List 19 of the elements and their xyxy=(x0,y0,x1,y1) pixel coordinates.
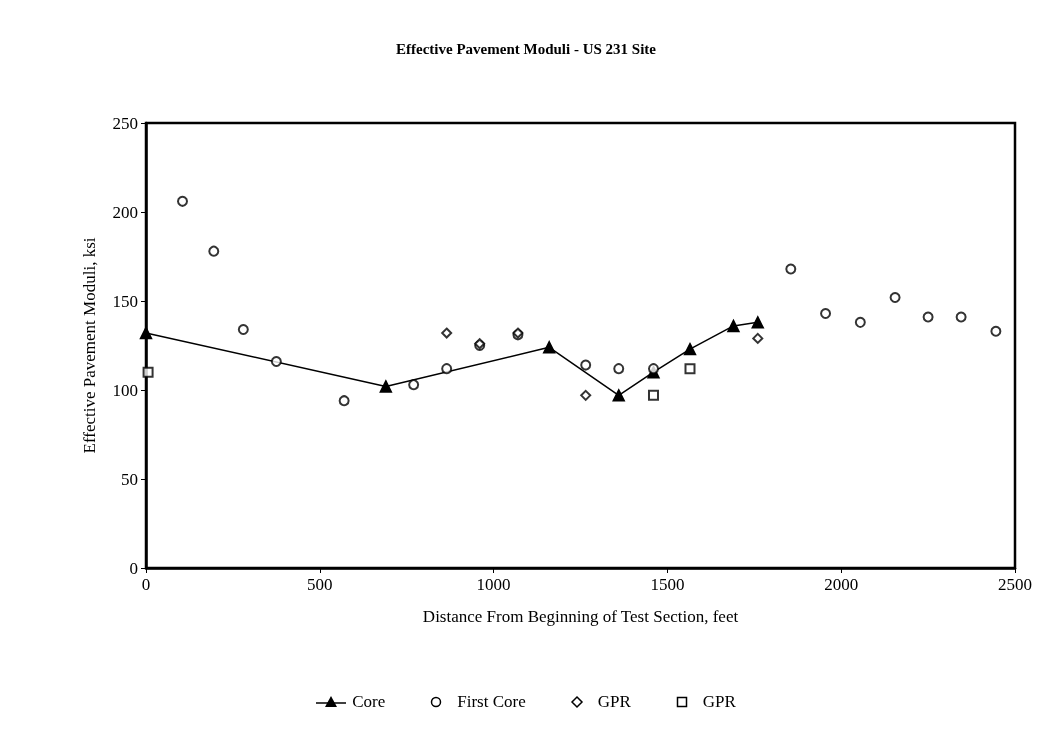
y-axis-title: Effective Pavement Moduli, ksi xyxy=(80,237,99,454)
y-tick-label: 200 xyxy=(112,202,138,222)
x-tick-label: 1000 xyxy=(476,575,511,594)
x-tick-label: 2500 xyxy=(998,575,1032,594)
chart-title: Effective Pavement Moduli - US 231 Site xyxy=(396,40,657,57)
legend-label: Core xyxy=(352,692,386,712)
y-tick-label: 50 xyxy=(121,469,138,489)
legend-label: GPR xyxy=(702,692,736,712)
legend-label: First Core xyxy=(457,692,526,712)
x-tick-label: 0 xyxy=(141,575,151,594)
legend-label: GPR xyxy=(597,692,631,712)
x-tick-label: 2000 xyxy=(824,575,859,594)
x-tick-label: 1500 xyxy=(650,575,685,594)
x-axis-title: Distance From Beginning of Test Section, feet xyxy=(422,607,739,626)
y-tick-label: 150 xyxy=(112,291,138,311)
y-tick-label: 100 xyxy=(112,380,138,400)
y-tick-label: 250 xyxy=(112,113,138,133)
y-tick-label: 0 xyxy=(129,558,138,578)
x-tick-label: 500 xyxy=(307,575,333,594)
